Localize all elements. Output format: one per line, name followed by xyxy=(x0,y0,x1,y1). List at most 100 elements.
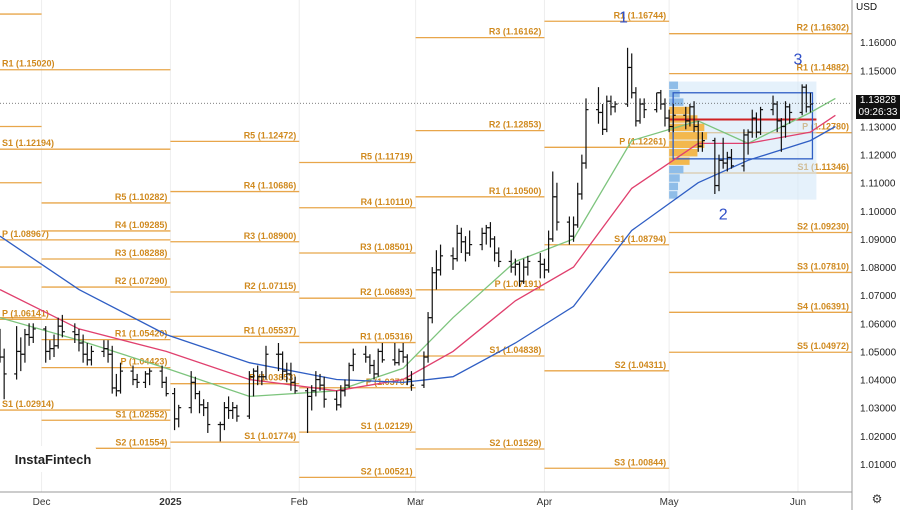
ohlc-bar xyxy=(496,247,502,268)
pivot-label: R1 (1.15020) xyxy=(2,59,55,69)
ohlc-bar xyxy=(59,314,65,338)
pivot-label: S1 (1.08794) xyxy=(614,234,666,244)
profile-bar xyxy=(669,157,690,165)
time-tick-label: Mar xyxy=(407,497,425,508)
ohlc-bar xyxy=(176,404,182,428)
pivot-label: R1 (1.05420) xyxy=(115,329,168,339)
ohlc-bar xyxy=(492,236,498,262)
wave-annotations: 1 2 3 xyxy=(619,9,803,223)
ohlc-bar xyxy=(134,373,140,388)
ohlc-bar xyxy=(537,253,543,279)
ohlc-bar xyxy=(454,224,460,262)
currency-selector[interactable]: USD xyxy=(856,2,878,13)
ohlc-bar xyxy=(625,47,631,107)
ohlc-bar xyxy=(292,376,298,394)
ohlc-bar xyxy=(47,340,53,360)
pivot-label: S2 (1.00521) xyxy=(361,466,413,476)
price-tick-label: 1.03000 xyxy=(860,404,897,415)
profile-bar xyxy=(669,191,678,199)
price-tick-label: 1.02000 xyxy=(860,432,897,443)
profile-bar xyxy=(669,123,705,132)
ohlc-bar xyxy=(787,104,793,124)
wave-label: 3 xyxy=(794,52,803,69)
pivot-label: P (1.12261) xyxy=(619,136,666,146)
ohlc-bar xyxy=(105,340,111,363)
pivot-label: R3 (1.08501) xyxy=(360,242,413,252)
ohlc-bar xyxy=(546,230,552,273)
profile-bar xyxy=(669,140,705,149)
ohlc-bar xyxy=(375,348,381,377)
ohlc-bar xyxy=(305,387,311,433)
ohlc-bar xyxy=(309,385,315,411)
pivot-label: R4 (1.10686) xyxy=(244,181,297,191)
ohlc-bar xyxy=(575,182,581,228)
pivot-label: P (1.06141) xyxy=(2,308,49,318)
price-tick-label: 1.05000 xyxy=(860,347,897,358)
pivot-label: S1 (1.04838) xyxy=(489,345,541,355)
ohlc-bar xyxy=(172,387,178,431)
pivot-label: R4 (1.09285) xyxy=(115,220,168,230)
ohlc-bar xyxy=(583,98,589,169)
price-tick-label: 1.16000 xyxy=(860,38,897,49)
ohlc-bar xyxy=(487,222,493,248)
ohlc-bar xyxy=(662,98,668,127)
time-tick-label: May xyxy=(660,497,679,508)
price-tick-label: 1.04000 xyxy=(860,376,897,387)
price-tick-label: 1.01000 xyxy=(860,460,897,471)
ohlc-bar xyxy=(118,362,124,394)
wave-label: 2 xyxy=(719,206,728,223)
ohlc-bar xyxy=(541,258,547,279)
pivot-label: P (1.08967) xyxy=(2,229,49,239)
ohlc-bar xyxy=(438,244,444,276)
pivot-label: R3 (1.08900) xyxy=(244,231,297,241)
pivot-label: S5 (1.04972) xyxy=(797,341,849,351)
ohlc-bar xyxy=(629,53,635,99)
ohlc-bar xyxy=(525,255,531,276)
brand-logo: InstaFintech xyxy=(10,446,96,472)
price-bars xyxy=(0,47,852,442)
ohlc-bar xyxy=(159,365,165,388)
ohlc-bar xyxy=(367,354,373,374)
gear-icon[interactable]: ⚙ xyxy=(871,492,883,506)
ohlc-bar xyxy=(579,154,585,200)
last-price-tag: 1.13828 09:26:33 xyxy=(856,95,900,119)
profile-bar xyxy=(669,182,679,191)
pivot-label: S2 (1.01529) xyxy=(489,438,541,448)
pivot-label: R1 (1.05316) xyxy=(360,332,413,342)
pivot-label: S1 (1.02552) xyxy=(115,409,167,419)
price-tick-label: 1.09000 xyxy=(860,235,897,246)
ohlc-bar xyxy=(429,267,435,324)
pivot-label: P (1.07191) xyxy=(495,279,542,289)
profile-bar xyxy=(669,132,708,140)
wave-label: 1 xyxy=(619,9,628,26)
ohlc-bar xyxy=(80,334,86,363)
ohlc-bar xyxy=(234,404,240,422)
ohlc-bar xyxy=(550,171,556,242)
pivot-label: R2 (1.07290) xyxy=(115,276,168,286)
ohlc-bar xyxy=(408,371,414,391)
pivot-label: R2 (1.07115) xyxy=(244,281,296,291)
ohlc-bar xyxy=(88,345,94,366)
ohlc-bar xyxy=(571,216,577,242)
price-tick-label: 1.10000 xyxy=(860,207,897,218)
pivot-label: R1 (1.14882) xyxy=(796,63,849,73)
time-tick-label: Apr xyxy=(537,497,553,508)
profile-bar xyxy=(669,165,684,174)
ohlc-bar xyxy=(14,326,20,380)
ohlc-bar xyxy=(728,149,734,169)
pivot-label: S2 (1.01554) xyxy=(115,437,167,447)
pivot-label: S1 (1.01774) xyxy=(244,431,296,441)
ohlc-bar xyxy=(467,230,473,256)
moving-averages xyxy=(0,97,836,398)
time-tick-label: Jun xyxy=(790,497,806,508)
pivot-label: R2 (1.12853) xyxy=(489,120,542,130)
ohlc-bar xyxy=(147,368,153,386)
ohlc-bar xyxy=(595,87,601,124)
pivot-label: R4 (1.10110) xyxy=(361,197,413,207)
pivot-label: S3 (1.07810) xyxy=(797,261,849,271)
pivot-label: R1 (1.10500) xyxy=(489,186,542,196)
moving-average-line xyxy=(0,125,836,384)
price-axis: 1.01000 1.02000 1.03000 1.04000 1.05000 1.060… xyxy=(851,0,897,510)
last-price-time: 09:26:33 xyxy=(858,107,898,118)
